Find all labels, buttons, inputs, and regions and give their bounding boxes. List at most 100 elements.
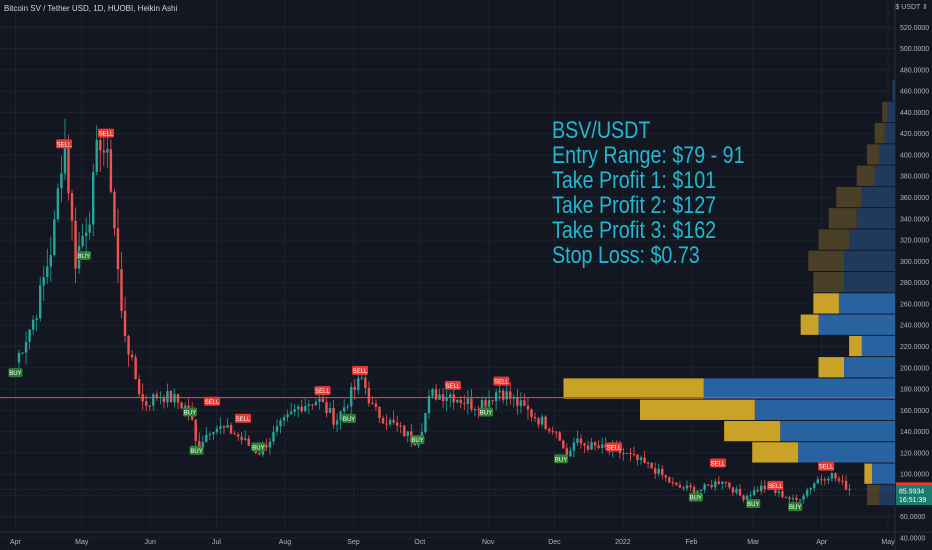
y-tick-label: 160.0000 [900, 408, 929, 415]
candle-body [579, 438, 583, 444]
sell-signal[interactable] [444, 380, 461, 390]
candle-body [798, 499, 802, 501]
candle-body [434, 389, 438, 400]
candle-body [233, 433, 236, 435]
volume-profile-up-bar [861, 186, 895, 208]
candle-body [699, 489, 703, 491]
volume-profile-up-bar [798, 442, 895, 463]
candle-body [777, 491, 781, 493]
buy-signal[interactable] [251, 442, 266, 452]
sell-signal[interactable] [56, 139, 73, 149]
buy-signal[interactable] [554, 454, 569, 464]
candle-body [738, 489, 742, 496]
buy-signal[interactable] [410, 435, 425, 445]
candle-body [297, 406, 300, 410]
sell-signal[interactable] [606, 442, 623, 452]
sell-signal[interactable] [314, 386, 331, 396]
candle-body [371, 403, 374, 405]
buy-signal[interactable] [8, 368, 23, 378]
y-tick-label: 240.0000 [900, 323, 929, 330]
candle-body [321, 398, 325, 403]
candle-body [456, 399, 459, 403]
sell-signal-label: SELL [353, 369, 368, 375]
sell-signal[interactable] [204, 396, 221, 406]
volume-profile-down-bar [828, 208, 857, 229]
candle-body [805, 489, 809, 496]
candle-body [113, 191, 116, 229]
candle-body [551, 431, 554, 433]
sell-signal[interactable] [234, 413, 251, 423]
buy-signal[interactable] [746, 498, 761, 508]
overlay-line-entry: Entry Range: $79 - 91 [552, 142, 745, 169]
price-axis-unit[interactable]: $ USDT ⇕ [895, 4, 928, 11]
candle-body [21, 352, 24, 354]
candle-body [505, 391, 508, 400]
buy-signal[interactable] [182, 407, 197, 417]
candle-body [35, 318, 38, 320]
candle-body [470, 398, 473, 410]
buy-signal[interactable] [76, 251, 91, 261]
candle-body [540, 416, 544, 425]
candle-body [247, 438, 250, 446]
candle-body [417, 443, 420, 446]
candle-body [325, 402, 328, 413]
candle-body [788, 497, 791, 500]
volume-profile-up-bar [892, 80, 895, 101]
sell-signal[interactable] [493, 376, 510, 386]
buy-signal[interactable] [342, 413, 357, 423]
overlay-line-tp2: Take Profit 2: $127 [552, 192, 717, 219]
buy-signal[interactable] [478, 407, 493, 417]
candle-body [498, 390, 501, 393]
candle-body [661, 468, 664, 476]
candle-body [820, 479, 823, 481]
sell-signal[interactable] [818, 461, 835, 471]
candle-body [463, 403, 466, 405]
last-price-badge[interactable] [896, 485, 932, 506]
candle-body [735, 489, 738, 493]
candle-body [752, 490, 756, 496]
candle-body [342, 407, 346, 412]
candle-body [427, 395, 431, 414]
trade-plan-overlay: BSV/USDT Entry Range: $79 - 91 Take Prof… [552, 118, 745, 268]
sell-signal[interactable] [767, 480, 784, 490]
candle-body [569, 450, 572, 457]
candle-body [668, 477, 671, 483]
y-tick-label: 360.0000 [900, 195, 929, 202]
candle-body [236, 434, 240, 437]
candle-body [512, 397, 516, 399]
candle-body [289, 411, 293, 415]
candle-body [42, 277, 45, 286]
candle-body [399, 425, 402, 427]
candle-body [49, 255, 53, 267]
y-tick-label: 260.0000 [900, 301, 929, 308]
y-tick-label: 280.0000 [900, 280, 929, 287]
sell-signal[interactable] [352, 365, 369, 375]
candle-body [116, 228, 120, 270]
candle-body [28, 329, 31, 342]
buy-signal[interactable] [189, 445, 204, 455]
buy-signal[interactable] [788, 502, 803, 512]
candle-body [519, 400, 523, 406]
candle-body [438, 394, 441, 400]
candle-body [781, 491, 784, 497]
candle-body [533, 417, 537, 419]
sell-signal[interactable] [98, 128, 115, 138]
y-tick-label: 440.0000 [900, 110, 929, 117]
x-tick-label: Aug [279, 539, 292, 546]
candle-body [166, 390, 169, 403]
candle-body [650, 462, 653, 469]
candle-body [682, 487, 685, 489]
candle-body [597, 445, 600, 449]
volume-profile-up-bar [844, 357, 895, 378]
buy-signal[interactable] [688, 492, 703, 502]
candle-body [502, 390, 505, 400]
candle-body [102, 150, 106, 153]
sell-signal-label: SELL [315, 389, 330, 395]
candle-body [130, 354, 134, 358]
candle-body [745, 495, 749, 500]
candle-body [332, 407, 335, 425]
x-tick-label: Nov [482, 539, 495, 546]
sell-signal[interactable] [709, 458, 726, 468]
